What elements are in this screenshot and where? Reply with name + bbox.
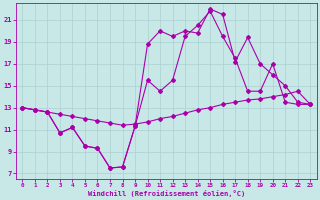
- X-axis label: Windchill (Refroidissement éolien,°C): Windchill (Refroidissement éolien,°C): [88, 190, 245, 197]
